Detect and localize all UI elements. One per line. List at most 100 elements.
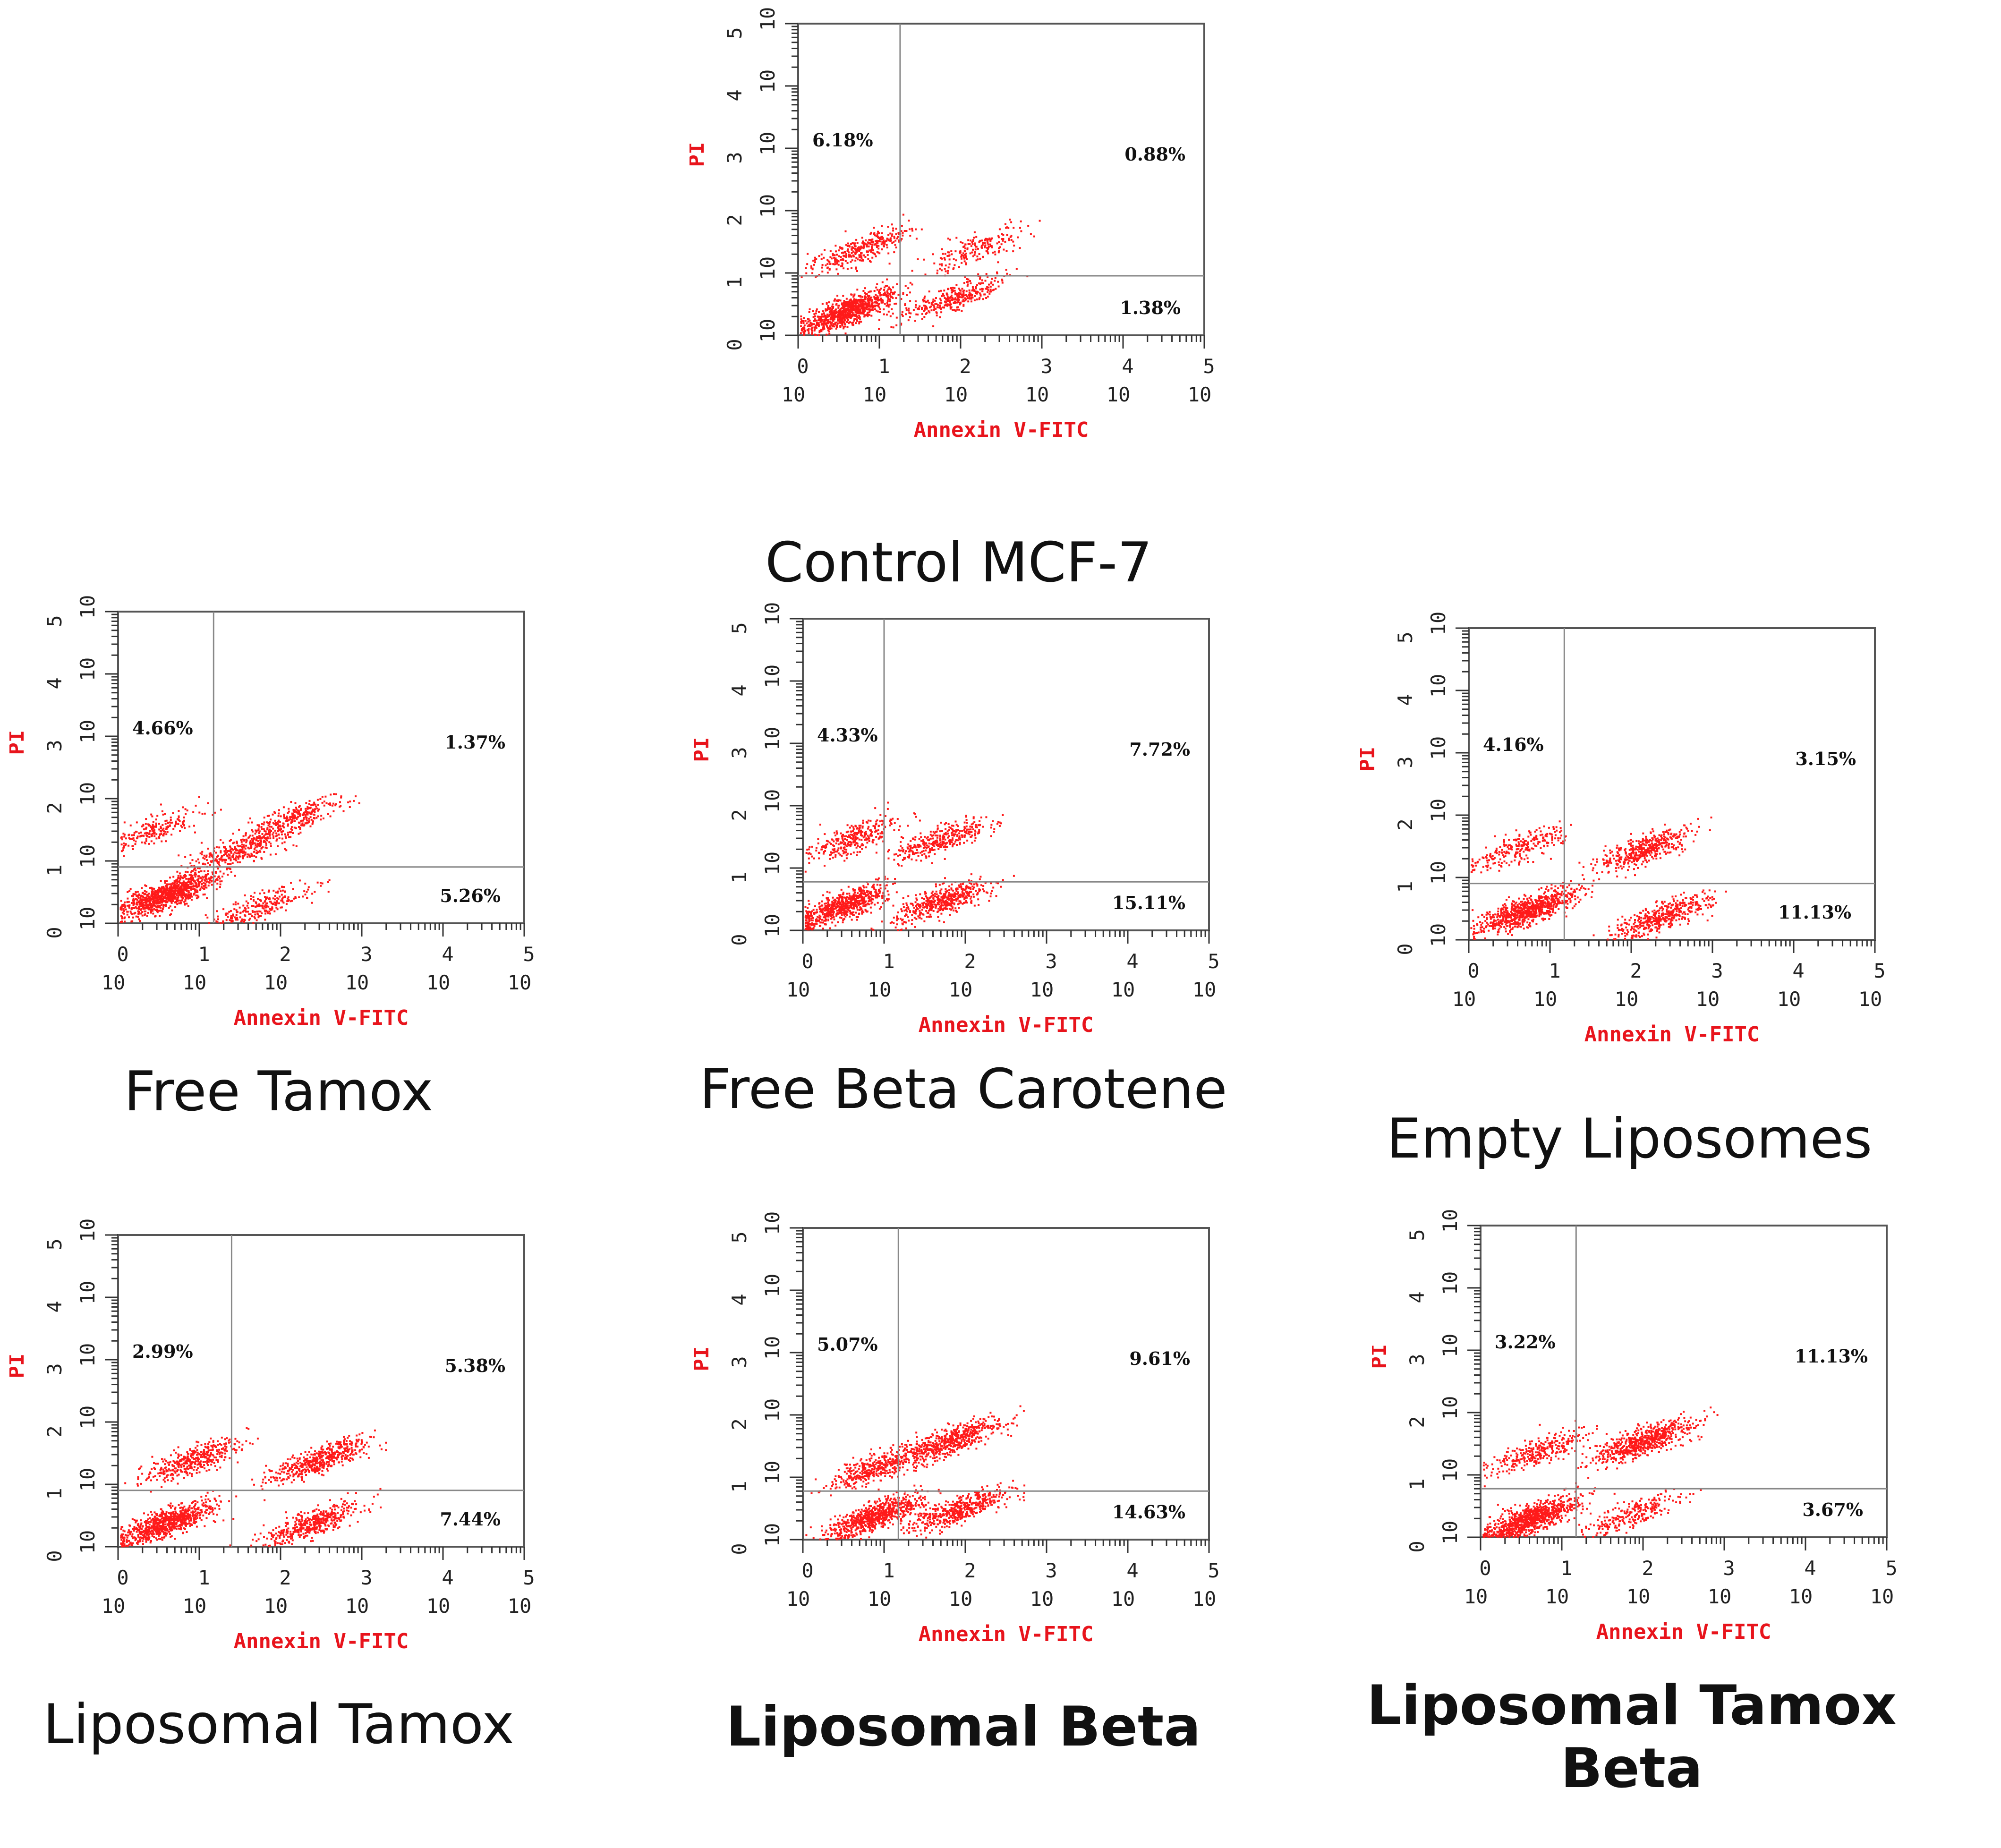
y-axis-label: PI (690, 142, 709, 167)
quadrant-upper-left: 4.16% (1483, 734, 1544, 755)
svg-text:5: 5 (1208, 950, 1219, 973)
x-tick-label: 210 (264, 943, 291, 994)
x-tick-label: 410 (426, 1566, 454, 1618)
svg-text:0: 0 (43, 927, 66, 938)
panel-caption: Liposomal Beta (726, 1695, 1201, 1759)
event-dots (1470, 817, 1727, 941)
svg-text:1: 1 (728, 871, 751, 883)
svg-text:10: 10 (76, 657, 99, 681)
svg-text:10: 10 (264, 971, 288, 994)
x-tick-label: 010 (102, 943, 129, 994)
svg-text:10: 10 (756, 256, 779, 281)
x-tick-label: 210 (264, 1566, 291, 1618)
svg-text:0: 0 (117, 943, 128, 966)
svg-text:10: 10 (76, 782, 99, 806)
panel-caption: Liposomal Tamox Beta (1366, 1674, 1897, 1801)
y-tick-label: 103 (1405, 1334, 1462, 1366)
svg-text:3: 3 (728, 747, 751, 758)
x-tick-label: 210 (1626, 1557, 1654, 1608)
quadrant-lower-right: 7.44% (440, 1508, 501, 1530)
quadrant-upper-right: 3.15% (1795, 748, 1856, 769)
svg-text:3: 3 (360, 943, 372, 966)
y-tick-label: 100 (1394, 923, 1450, 955)
x-tick-label: 510 (1192, 1559, 1220, 1610)
svg-text:10: 10 (756, 69, 779, 94)
x-tick-label: 110 (868, 1559, 895, 1610)
event-dots (804, 801, 1015, 931)
y-axis-label: PI (1372, 1344, 1391, 1369)
svg-text:10: 10 (1188, 383, 1212, 406)
flow-plot: 010110210310410510100101102103104105Anne… (694, 1211, 1220, 1644)
x-tick-label: 110 (1533, 959, 1561, 1011)
svg-text:10: 10 (782, 383, 806, 406)
x-tick-label: 110 (1545, 1557, 1573, 1608)
svg-text:10: 10 (1107, 383, 1131, 406)
y-tick-label: 104 (1405, 1271, 1462, 1303)
x-tick-label: 110 (183, 1566, 210, 1618)
x-tick-label: 210 (949, 1559, 976, 1610)
svg-text:5: 5 (43, 615, 66, 627)
svg-text:10: 10 (756, 132, 779, 156)
flow-plot: 010110210310410510100101102103104105Anne… (9, 595, 535, 1027)
svg-text:10: 10 (508, 971, 532, 994)
svg-text:10: 10 (863, 383, 887, 406)
svg-text:2: 2 (728, 809, 751, 821)
y-axis-label: PI (9, 730, 29, 755)
svg-text:1: 1 (43, 864, 66, 876)
axis-ticks (790, 1227, 1210, 1553)
svg-text:10: 10 (76, 907, 99, 931)
y-tick-label: 100 (728, 914, 784, 946)
y-tick-label: 10 5 (43, 595, 99, 627)
quadrant-upper-right: 7.72% (1129, 739, 1190, 760)
y-tick-label: 100 (728, 1523, 784, 1555)
panel-caption: Free Beta Carotene (699, 1057, 1227, 1121)
svg-text:10: 10 (426, 971, 451, 994)
x-axis-label: Annexin V-FITC (914, 418, 1089, 439)
svg-text:3: 3 (1040, 355, 1052, 378)
x-axis-label: Annexin V-FITC (919, 1013, 1094, 1034)
y-axis-label: PI (1360, 747, 1379, 772)
svg-text:10: 10 (1192, 978, 1217, 1001)
y-tick-label: 103 (43, 1343, 99, 1375)
axis-ticks (1467, 1225, 1888, 1550)
svg-text:3: 3 (1045, 950, 1057, 973)
y-tick-label: 104 (728, 664, 784, 697)
flow-plot: 010110210310410510100101102103104105Anne… (690, 7, 1215, 439)
svg-text:10: 10 (949, 978, 973, 1001)
svg-text:2: 2 (279, 943, 291, 966)
svg-text:3: 3 (43, 740, 66, 751)
svg-text:5: 5 (523, 943, 535, 966)
y-tick-label: 10 3 (728, 727, 784, 759)
flow-plot: 010110210310410510100101102103104105Anne… (1360, 612, 1886, 1044)
x-tick-label: 410 (1111, 1559, 1139, 1610)
x-tick-label: 110 (183, 943, 210, 994)
x-tick-label: 310 (1708, 1557, 1735, 1608)
x-tick-label: 010 (786, 950, 814, 1001)
x-tick-label: 410 (1107, 355, 1134, 406)
x-tick-label: 110 (863, 355, 890, 406)
y-tick-label: 101 (728, 852, 784, 884)
x-tick-label: 010 (786, 1559, 814, 1610)
y-tick-label: 104 (43, 1281, 99, 1313)
event-dots (805, 1405, 1026, 1541)
panel-liposomal-tamox-beta: 0 10 1 10 2 10 3 10 4 10 5 10 10 0 10 1 10 2 10 3 10 4 10 5 Anne… (1367, 1207, 1910, 1800)
y-tick-label: 104 (43, 657, 99, 690)
svg-text:10: 10 (761, 727, 784, 751)
x-axis-label: Annexin V-FITC (234, 1006, 409, 1027)
svg-text:10: 10 (76, 720, 99, 744)
quadrant-lower-right: 1.38% (1120, 297, 1181, 318)
quadrant-upper-right: 5.38% (444, 1355, 505, 1376)
x-tick-label: 310 (1030, 950, 1057, 1001)
y-tick-label: 104 (1394, 674, 1450, 706)
y-tick-label: 102 (1405, 1396, 1462, 1428)
plot-frame (1468, 627, 1876, 941)
axis-ticks (105, 1234, 525, 1560)
svg-text:10: 10 (761, 914, 784, 938)
svg-text:10: 10 (761, 602, 784, 626)
y-axis-label: PI (9, 1354, 29, 1379)
y-tick-label: 101 (1394, 861, 1450, 893)
svg-text:0: 0 (801, 950, 813, 973)
x-tick-label: 310 (1696, 959, 1723, 1011)
svg-text:10: 10 (183, 971, 207, 994)
